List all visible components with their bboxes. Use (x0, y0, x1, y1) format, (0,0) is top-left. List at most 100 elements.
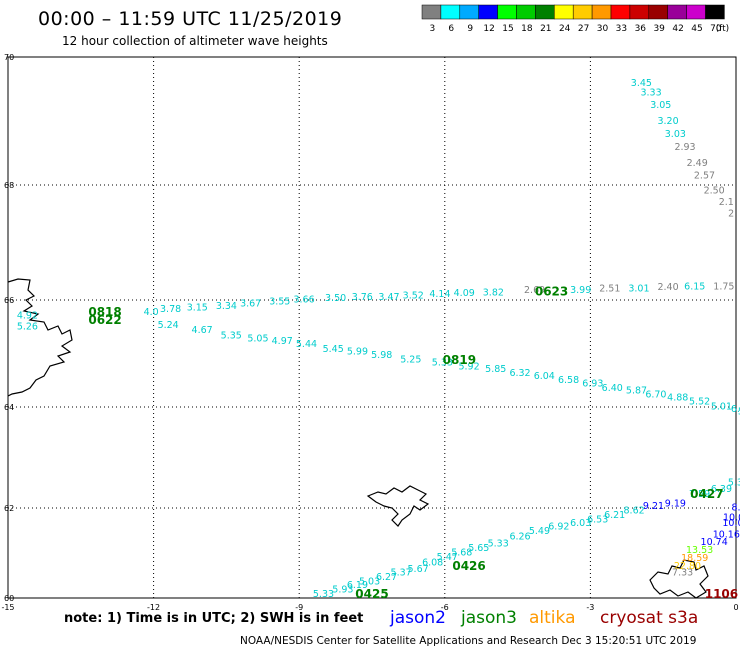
lon-tick-label: -6 (441, 603, 449, 612)
wave-height-colorbar: 3 6 9 12 15 18 21 24 27 30 33 36 39 42 45 70(ft) (421, 4, 730, 34)
pass-time-label: 0818 (88, 305, 121, 319)
swh-value-label: 10.16 (713, 529, 740, 540)
swh-value-label: 3.82 (483, 287, 504, 298)
swh-value-label: 9.19 (665, 498, 686, 509)
swh-value-label: 5.65 (468, 543, 489, 554)
legend-jason2: jason2 (390, 608, 446, 628)
swh-value-label: 7.33 (672, 568, 693, 579)
swh-value-label: 5.52 (689, 396, 710, 407)
colorbar-tick-label: 42 (672, 24, 683, 34)
colorbar-tick-label: 39 (653, 24, 665, 34)
colorbar-tick-label: 36 (635, 24, 647, 34)
colorbar-swatch (705, 4, 725, 20)
swh-value-label: 9.21 (643, 501, 664, 512)
swh-value-label: 2.93 (674, 142, 695, 153)
swh-value-label: 6.21 (604, 510, 625, 521)
swh-value-label: 6.19 (347, 580, 368, 591)
lat-tick-label: 64 (4, 403, 14, 412)
swh-value-label: 5.30 (728, 477, 740, 488)
swh-value-label: 3.66 (293, 295, 314, 306)
swh-value-label: 4.14 (429, 289, 450, 300)
swh-value-label: 6.53 (587, 514, 608, 525)
swh-value-label: 5.87 (626, 386, 647, 397)
pass-time-label: 0426 (452, 559, 485, 573)
swh-value-label: 5.33 (432, 357, 453, 368)
shetland-coastline (649, 559, 709, 599)
pass-time-label: 0819 (443, 353, 476, 367)
swh-value-label: 3.67 (240, 298, 261, 309)
swh-value-label: 5.33 (313, 589, 334, 600)
iceland-coastline (7, 278, 73, 397)
lon-tick-label: 0 (733, 603, 738, 612)
swh-value-label: 6.93 (582, 379, 603, 390)
swh-value-label: 5.93 (332, 585, 353, 596)
swh-value-label: 8. (731, 502, 740, 513)
swh-value-label: 5.68 (451, 547, 472, 558)
swh-value-label: 2.40 (657, 282, 678, 293)
swh-value-label: 3.99 (570, 285, 591, 296)
swh-value-label: 6.08 (422, 558, 443, 569)
swh-value-label: 10.74 (701, 537, 728, 548)
swh-value-label: 3.78 (160, 304, 181, 315)
swh-value-label: 4.88 (667, 393, 688, 404)
colorbar-tick-label: 21 (540, 24, 551, 34)
swh-value-label: 3.45 (631, 78, 652, 89)
swh-value-label: 5.85 (485, 364, 506, 375)
swh-value-label: 3.20 (657, 116, 678, 127)
swh-value-label: 5.03 (359, 577, 380, 588)
lat-tick-label: 66 (4, 296, 14, 305)
swh-value-label: 4.92 (17, 311, 38, 322)
swh-value-label: 3.33 (640, 87, 661, 98)
swh-value-label: 5.49 (529, 526, 550, 537)
swh-value-label: 5.25 (400, 355, 421, 366)
page-title: 00:00 – 11:59 UTC 11/25/2019 (38, 8, 343, 30)
swh-value-label: 5.98 (371, 350, 392, 361)
swh-value-label: 6.03 (570, 518, 591, 529)
colorbar-tick-label: 9 (467, 24, 473, 34)
swh-value-label: 4.0 (144, 307, 159, 318)
swh-value-label: 4.97 (272, 336, 293, 347)
swh-value-label: 6.26 (509, 532, 530, 543)
lat-tick-label: 62 (4, 504, 14, 513)
swh-value-label: 6.32 (509, 368, 530, 379)
swh-value-label: 6.27 (376, 572, 397, 583)
swh-value-label: 2.49 (687, 158, 708, 169)
swh-value-label: 6.58 (558, 375, 579, 386)
swh-value-label: 5 (738, 407, 740, 418)
lat-tick-label: 68 (4, 181, 14, 190)
pass-time-label: 1106 (705, 587, 738, 601)
lat-tick-label: 70 (4, 53, 14, 62)
swh-value-label: 3.15 (187, 303, 208, 314)
swh-value-label: 3.05 (650, 100, 671, 111)
swh-value-label: 7.59 (689, 489, 710, 500)
swh-value-label: 1.75 (713, 282, 734, 293)
swh-value-label: 5.05 (247, 334, 268, 345)
swh-value-label: 5.99 (347, 347, 368, 358)
swh-value-label: 5.67 (408, 564, 429, 575)
swh-value-label: 8.62 (624, 505, 645, 516)
colorbar-unit-label: (ft) (716, 24, 730, 34)
swh-value-label: 6.70 (645, 389, 666, 400)
swh-value-label: 3.50 (325, 293, 346, 304)
colorbar-tick-label: 18 (521, 24, 533, 34)
swh-value-label: 5.26 (17, 321, 38, 332)
colorbar-tick-label: 70 (710, 24, 722, 34)
swh-value-label: 5.37 (391, 568, 412, 579)
colorbar-tick-label: 45 (691, 24, 702, 34)
colorbar-tick-label: 30 (597, 24, 609, 34)
pass-time-label: 0425 (355, 587, 388, 601)
swh-value-label: 2.57 (694, 171, 715, 182)
lat-tick-label: 60 (4, 594, 14, 603)
swh-value-label: 5.33 (488, 538, 509, 549)
swh-value-label: 2 (728, 209, 734, 220)
swh-value-label: 3.34 (216, 301, 237, 312)
faroe-islands-coastline (366, 485, 430, 527)
swh-value-label: 6.39 (711, 484, 732, 495)
swh-value-label: 5.44 (296, 339, 317, 350)
swh-value-label: 10.06 (722, 518, 740, 529)
colorbar-tick-label: 24 (559, 24, 571, 34)
legend-altika: altika (529, 608, 576, 628)
swh-value-label: 18.59 (681, 553, 708, 564)
page-subtitle: 12 hour collection of altimeter wave hei… (62, 34, 328, 48)
